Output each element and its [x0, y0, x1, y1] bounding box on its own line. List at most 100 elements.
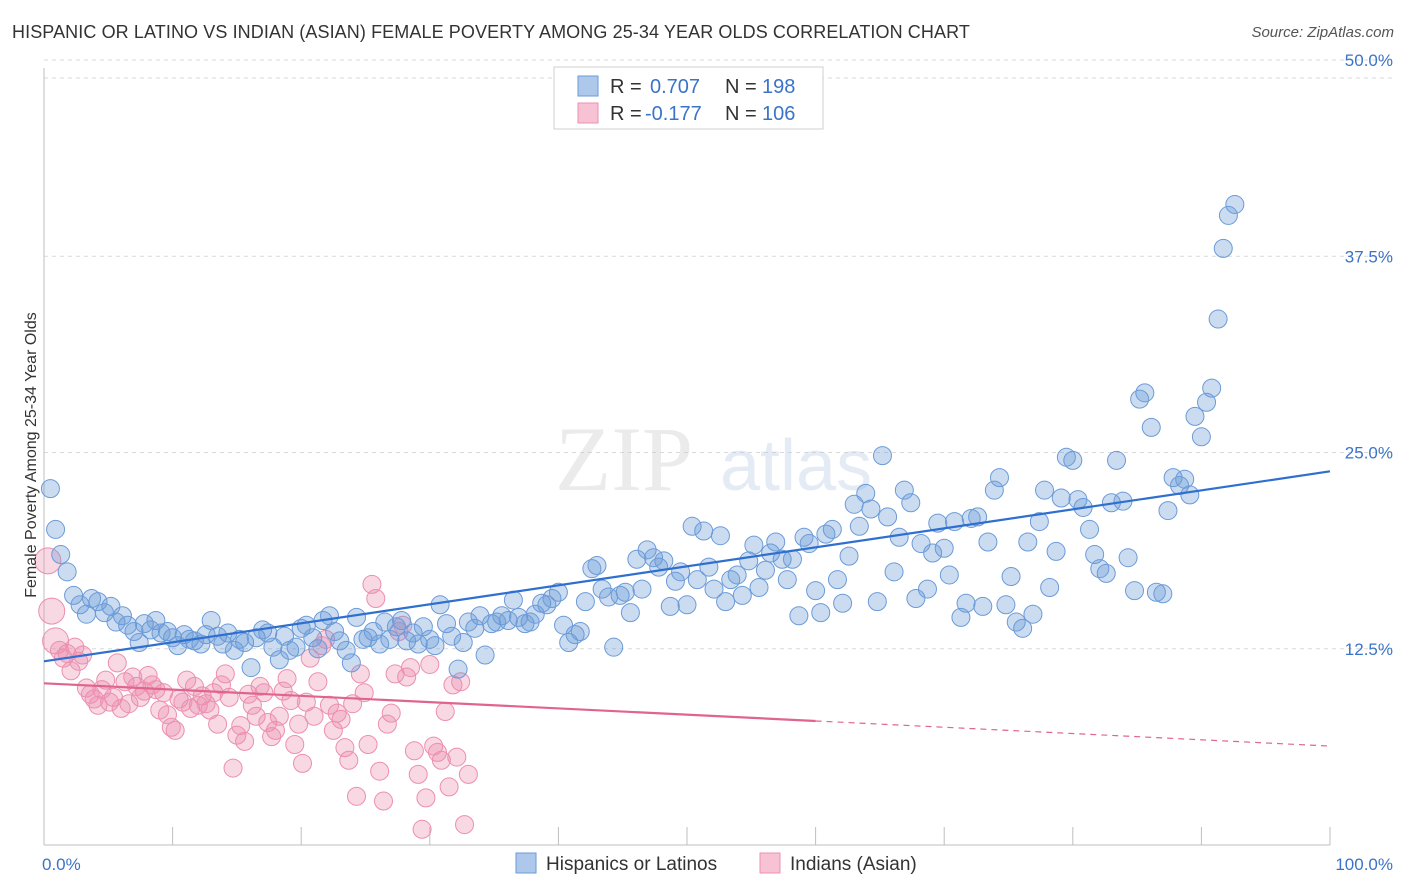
data-point	[923, 543, 943, 563]
data-point	[727, 565, 747, 585]
data-point	[654, 551, 674, 571]
data-point	[587, 556, 607, 576]
data-point	[884, 562, 904, 582]
data-point	[610, 585, 630, 605]
data-point	[235, 632, 255, 652]
data-point	[437, 614, 457, 634]
data-point	[811, 603, 831, 623]
data-point	[38, 597, 66, 625]
data-point	[358, 628, 378, 648]
data-point	[699, 557, 719, 577]
data-point	[1107, 450, 1127, 470]
data-point	[1158, 501, 1178, 521]
data-point	[1146, 582, 1166, 602]
hispanic-trend-line	[43, 470, 1331, 663]
y-tick-labels: 12.5% 25.0% 37.5% 50.0%	[1345, 51, 1393, 659]
legend-r-label-blue: R =	[610, 76, 642, 98]
data-point	[660, 596, 680, 616]
data-point	[565, 625, 585, 645]
data-point	[246, 628, 266, 648]
data-point	[165, 720, 185, 740]
data-point	[677, 595, 697, 615]
data-point	[231, 716, 251, 736]
data-point	[1218, 205, 1238, 225]
bottom-legend: Hispanics or Latinos Indians (Asian)	[515, 852, 917, 875]
data-point	[157, 621, 177, 641]
data-point	[431, 750, 451, 770]
data-point	[354, 683, 374, 703]
data-point	[694, 521, 714, 541]
data-point	[241, 658, 261, 678]
data-point	[537, 595, 557, 615]
data-point	[292, 753, 312, 773]
legend-n-value-pink: 106	[762, 103, 795, 125]
data-point	[300, 648, 320, 668]
data-point	[412, 819, 432, 839]
data-point	[453, 632, 473, 652]
data-point	[229, 629, 249, 649]
data-point	[839, 546, 859, 566]
data-point	[285, 735, 305, 755]
hispanic-points	[40, 194, 1245, 679]
data-point	[570, 621, 590, 641]
data-point	[358, 735, 378, 755]
data-point	[575, 592, 595, 612]
chart-title: HISPANIC OR LATINO VS INDIAN (ASIAN) FEM…	[12, 22, 970, 42]
data-point	[665, 571, 685, 591]
data-point	[442, 626, 462, 646]
data-point	[177, 670, 197, 690]
data-point	[188, 695, 208, 715]
data-point	[806, 581, 826, 601]
data-point	[620, 603, 640, 623]
data-point	[1096, 563, 1116, 583]
data-point	[766, 532, 786, 552]
data-point	[1018, 532, 1038, 552]
data-point	[374, 791, 394, 811]
data-point	[1013, 618, 1033, 638]
data-point	[96, 670, 116, 690]
data-point	[70, 595, 90, 615]
data-point	[246, 706, 266, 726]
indian-trend-line-dashed	[815, 720, 1331, 747]
y-tick-label: 37.5%	[1345, 247, 1393, 266]
data-point	[341, 653, 361, 673]
data-point	[277, 669, 297, 689]
x-tick-label: 100.0%	[1335, 855, 1393, 874]
data-point	[242, 695, 262, 715]
data-point	[1035, 480, 1055, 500]
source-label: Source: ZipAtlas.com	[1251, 24, 1394, 41]
data-point	[346, 607, 366, 627]
data-point	[447, 747, 467, 767]
data-point	[1029, 512, 1049, 532]
data-point	[331, 709, 351, 729]
data-point	[112, 606, 132, 626]
data-point	[867, 592, 887, 612]
trend-lines	[43, 470, 1331, 747]
data-point	[146, 610, 166, 630]
data-point	[1118, 548, 1138, 568]
data-point	[308, 672, 328, 692]
bottom-legend-blue-swatch	[515, 852, 537, 874]
legend: R = 0.707 N = 198 R = -0.177 N = 106	[553, 66, 824, 130]
data-point	[435, 702, 455, 722]
data-point	[934, 538, 954, 558]
data-point	[604, 637, 624, 657]
data-point	[64, 585, 84, 605]
data-point	[548, 582, 568, 602]
bottom-legend-blue-label: Hispanics or Latinos	[546, 854, 717, 875]
data-point	[458, 764, 478, 784]
data-point	[632, 579, 652, 599]
data-point	[1080, 519, 1100, 539]
data-point	[224, 640, 244, 660]
data-point	[265, 720, 285, 740]
data-point	[996, 595, 1016, 615]
data-point	[370, 761, 390, 781]
data-point	[289, 714, 309, 734]
y-axis-label: Female Poverty Among 25-34 Year Olds	[23, 312, 40, 598]
data-point	[1130, 389, 1150, 409]
data-point	[362, 574, 382, 594]
data-point	[425, 636, 445, 656]
data-point	[1180, 485, 1200, 505]
data-point	[303, 628, 323, 648]
data-point	[704, 579, 724, 599]
